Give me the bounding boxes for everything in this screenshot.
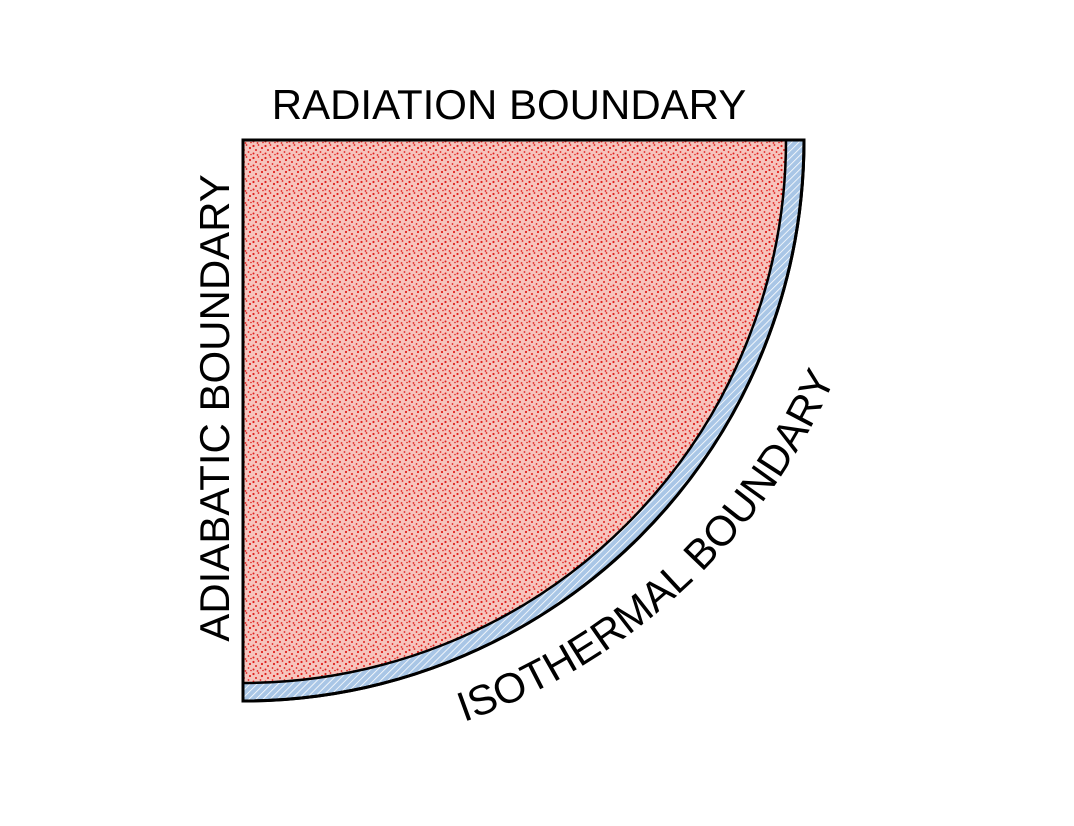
adiabatic-boundary-label: ADIABATIC BOUNDARY (191, 174, 238, 642)
radiation-boundary-label: RADIATION BOUNDARY (272, 81, 747, 128)
domain-region (241, 138, 788, 685)
outer-outline (241, 138, 806, 703)
